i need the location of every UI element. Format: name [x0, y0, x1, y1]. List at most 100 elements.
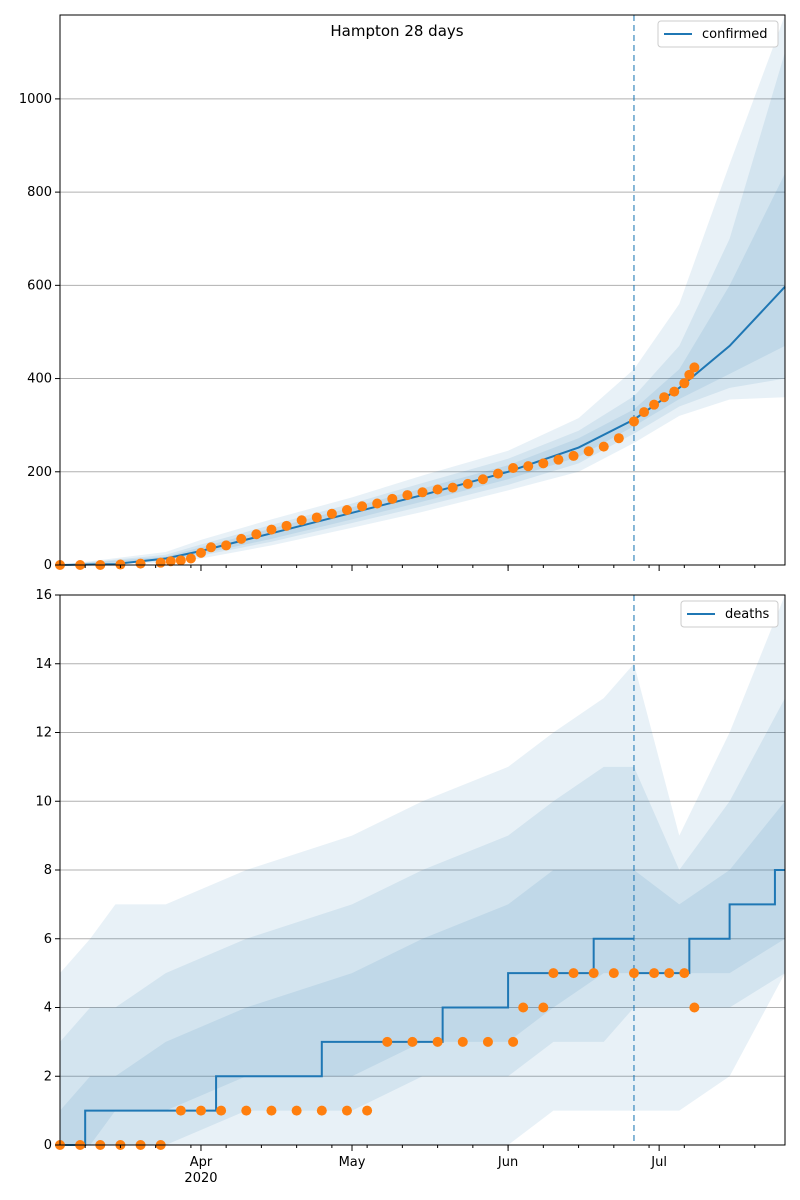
- observed-point: [684, 369, 695, 380]
- chart-title: Hampton 28 days: [330, 22, 463, 40]
- observed-point: [583, 446, 594, 457]
- observed-point: [266, 524, 277, 535]
- y-tick-label: 14: [35, 657, 52, 672]
- observed-point: [417, 487, 428, 498]
- observed-point: [206, 542, 217, 553]
- observed-point: [251, 529, 262, 540]
- observed-point: [689, 1002, 700, 1013]
- observed-point: [447, 482, 458, 493]
- observed-point: [628, 968, 639, 979]
- observed-point: [608, 968, 619, 979]
- legend-label-confirmed: confirmed: [702, 27, 768, 42]
- observed-point: [679, 968, 690, 979]
- observed-point: [689, 362, 700, 373]
- y-tick-label: 0: [44, 558, 52, 573]
- observed-point: [221, 540, 232, 551]
- observed-point: [568, 450, 579, 461]
- credible-band-2: [60, 801, 785, 1145]
- observed-point: [493, 468, 504, 479]
- observed-point: [372, 498, 383, 509]
- x-tick-label: Apr: [190, 1155, 213, 1170]
- observed-point: [477, 474, 488, 485]
- observed-point: [508, 463, 519, 474]
- median-step-line: [60, 937, 634, 1146]
- observed-point: [195, 1105, 206, 1116]
- observed-point: [341, 505, 352, 515]
- observed-point: [281, 520, 292, 531]
- y-tick-label: 16: [35, 588, 52, 603]
- x-tick-label: Jul: [650, 1155, 667, 1170]
- credible-band-1: [60, 698, 785, 1145]
- observed-point: [326, 508, 337, 519]
- observed-point: [291, 1105, 302, 1116]
- observed-point: [236, 533, 247, 544]
- confirmed-legend: confirmed: [657, 20, 779, 48]
- y-tick-label: 4: [44, 1001, 52, 1016]
- confirmed-observed-points: [55, 362, 700, 570]
- observed-point: [311, 512, 322, 523]
- x-tick-year-label: 2020: [184, 1171, 217, 1186]
- observed-point: [387, 493, 398, 504]
- observed-point: [432, 484, 443, 495]
- y-tick-label: 8: [44, 863, 52, 878]
- observed-point: [175, 555, 186, 566]
- y-tick-label: 400: [27, 372, 52, 387]
- observed-point: [457, 1036, 468, 1047]
- legend-label-deaths: deaths: [725, 607, 770, 622]
- observed-point: [508, 1036, 519, 1047]
- y-tick-label: 6: [44, 932, 52, 947]
- observed-point: [432, 1036, 443, 1047]
- y-tick-label: 1000: [19, 92, 52, 107]
- x-tick-label: May: [339, 1155, 366, 1170]
- observed-point: [266, 1105, 277, 1116]
- deaths-legend: deaths: [680, 600, 779, 628]
- observed-point: [664, 968, 675, 979]
- observed-point: [649, 968, 660, 979]
- deaths-ticks: 0 2 4 6 8 10 12 14 16 Apr May Jun Jul 2020: [35, 588, 756, 1186]
- deaths-credible-bands: [60, 595, 785, 1145]
- deaths-panel: 0 2 4 6 8 10 12 14 16 Apr May Jun Jul 2020 deaths: [35, 588, 786, 1186]
- observed-point: [382, 1036, 393, 1047]
- observed-point: [538, 458, 549, 469]
- observed-point: [216, 1105, 227, 1116]
- observed-point: [195, 547, 206, 558]
- observed-point: [241, 1105, 252, 1116]
- observed-point: [518, 1002, 529, 1013]
- observed-point: [482, 1036, 493, 1047]
- observed-point: [316, 1105, 327, 1116]
- deaths-median-step-line: [60, 595, 785, 1146]
- legend-box: [657, 20, 779, 48]
- confirmed-credible-bands: [60, 15, 785, 565]
- axes-frame: [59, 14, 786, 566]
- confirmed-ticks: 0 200 400 600 800 1000: [19, 92, 756, 573]
- y-tick-label: 800: [27, 185, 52, 200]
- observed-point: [679, 378, 690, 389]
- observed-point: [568, 968, 579, 979]
- observed-point: [639, 407, 650, 418]
- observed-point: [165, 556, 176, 567]
- observed-point: [135, 558, 146, 569]
- x-tick-label: Jun: [497, 1155, 518, 1170]
- observed-point: [628, 416, 639, 427]
- observed-point: [553, 454, 564, 465]
- legend-box: [680, 600, 779, 628]
- observed-point: [175, 1105, 186, 1116]
- observed-point: [357, 501, 368, 512]
- median-step-line-forecast: [633, 869, 785, 975]
- observed-point: [548, 968, 559, 979]
- credible-band-1: [60, 52, 785, 565]
- observed-point: [588, 968, 599, 979]
- observed-point: [402, 490, 413, 501]
- observed-point: [155, 557, 166, 568]
- y-tick-label: 0: [44, 1138, 52, 1153]
- y-tick-label: 600: [27, 278, 52, 293]
- observed-point: [185, 553, 196, 564]
- y-tick-label: 12: [35, 726, 52, 741]
- deaths-observed-points: [55, 968, 700, 1150]
- observed-point: [659, 392, 670, 403]
- observed-point: [669, 386, 680, 397]
- observed-point: [407, 1036, 418, 1047]
- observed-point: [362, 1105, 373, 1116]
- observed-point: [598, 441, 609, 452]
